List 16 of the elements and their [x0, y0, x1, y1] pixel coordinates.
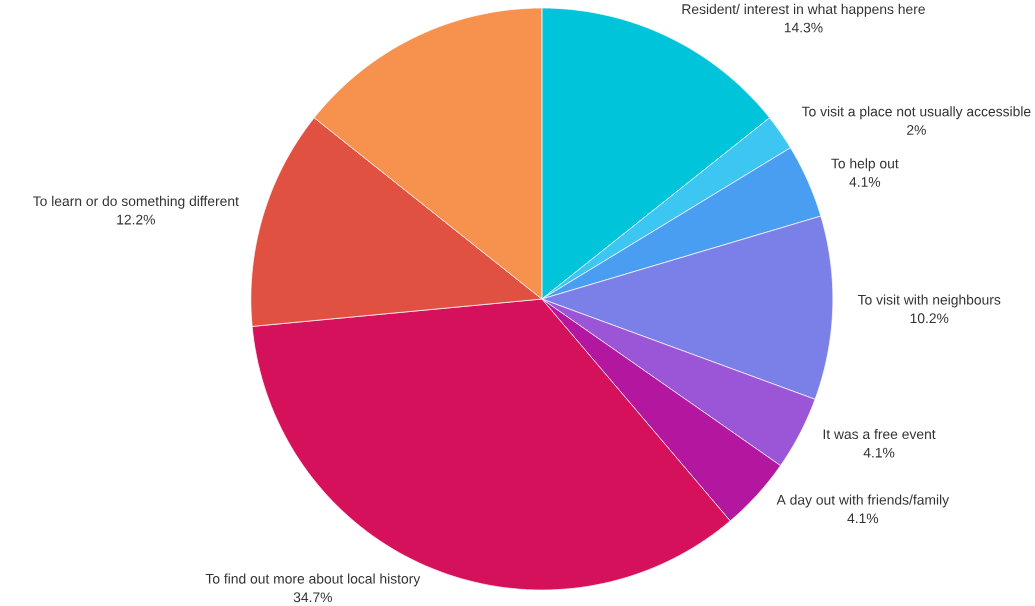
data-label: 4.1% — [849, 177, 881, 187]
slice-label: To visit with neighbours — [857, 294, 1001, 308]
data-label: 4.1% — [847, 513, 879, 524]
data-label: 12.2% — [117, 214, 155, 225]
slice-label: To learn or do something different — [33, 195, 239, 209]
data-label: 10.2% — [910, 313, 949, 324]
slice-label: A day out with friends/family — [776, 494, 950, 508]
slice-label: Resident/ interest in what happens here — [682, 3, 925, 17]
data-label: 2% — [907, 125, 926, 135]
data-label: 14.3% — [784, 22, 823, 33]
data-label: 4.1% — [863, 447, 895, 458]
data-label: 34.7% — [293, 592, 332, 603]
slice-label: To help out — [831, 158, 899, 172]
slice-label: To find out more about local history — [205, 573, 421, 587]
slice-label: To visit a place not usually accessible — [801, 106, 1031, 120]
slice-label: It was a free event — [823, 428, 936, 440]
